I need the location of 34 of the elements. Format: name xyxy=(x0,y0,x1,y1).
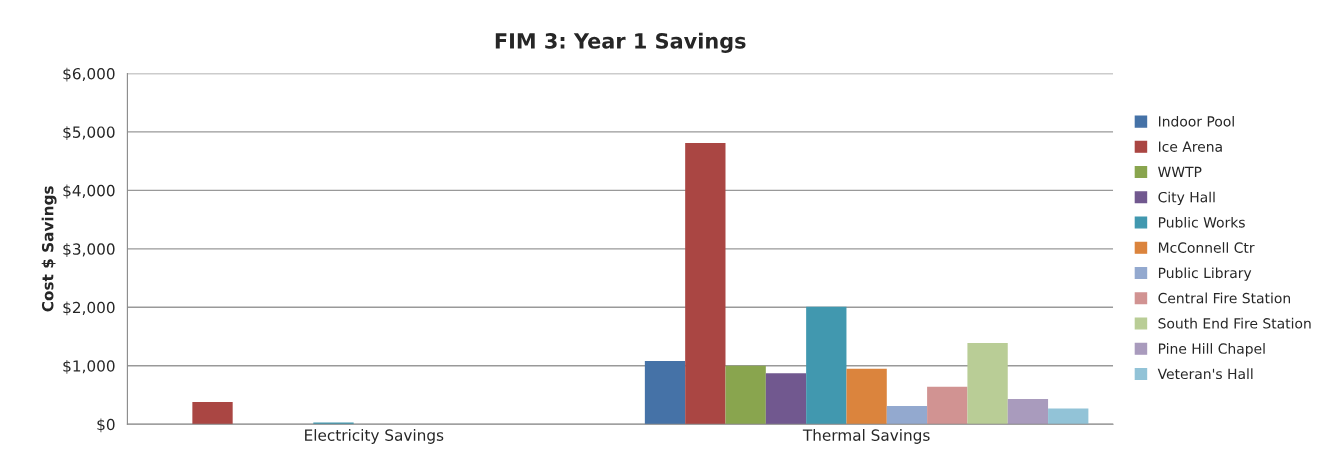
bar xyxy=(886,406,928,425)
bar xyxy=(967,342,1008,425)
legend-label: Central Fire Station xyxy=(1158,292,1290,304)
bar xyxy=(927,386,968,425)
bar xyxy=(685,143,726,425)
bar xyxy=(806,306,847,425)
legend-label: South End Fire Station xyxy=(1158,317,1311,329)
legend-label: WWTP xyxy=(1158,166,1202,177)
legend-label: McConnell Ctr xyxy=(1158,242,1255,253)
y-tick-label: $1,000 xyxy=(63,359,115,374)
legend-label: Indoor Pool xyxy=(1158,115,1234,127)
legend-label: Ice Arena xyxy=(1158,141,1222,152)
y-tick-label: $4,000 xyxy=(63,184,115,199)
bar xyxy=(192,402,233,425)
x-tick-label: Thermal Savings xyxy=(802,429,930,444)
legend-label: Public Library xyxy=(1158,267,1252,281)
bar xyxy=(644,361,686,425)
legend-label: Veteran's Hall xyxy=(1157,368,1253,380)
y-tick-label: $2,000 xyxy=(63,301,115,316)
bar xyxy=(725,365,766,425)
chart-title: FIM 3: Year 1 Savings xyxy=(495,32,746,53)
bar xyxy=(1007,399,1049,425)
legend-label: Pine Hill Chapel xyxy=(1158,343,1265,357)
legend-label: City Hall xyxy=(1158,191,1215,206)
y-axis-title: Cost $ Savings xyxy=(41,186,57,312)
bar xyxy=(765,373,807,425)
y-tick-label: $5,000 xyxy=(63,126,115,140)
bar xyxy=(1048,408,1089,425)
y-tick-label: $0 xyxy=(97,418,115,433)
y-tick-label: $3,000 xyxy=(63,243,115,257)
bar xyxy=(846,368,887,425)
x-tick-label: Electricity Savings xyxy=(305,429,444,444)
y-tick-label: $6,000 xyxy=(63,67,115,82)
legend-label: Public Works xyxy=(1158,216,1245,228)
